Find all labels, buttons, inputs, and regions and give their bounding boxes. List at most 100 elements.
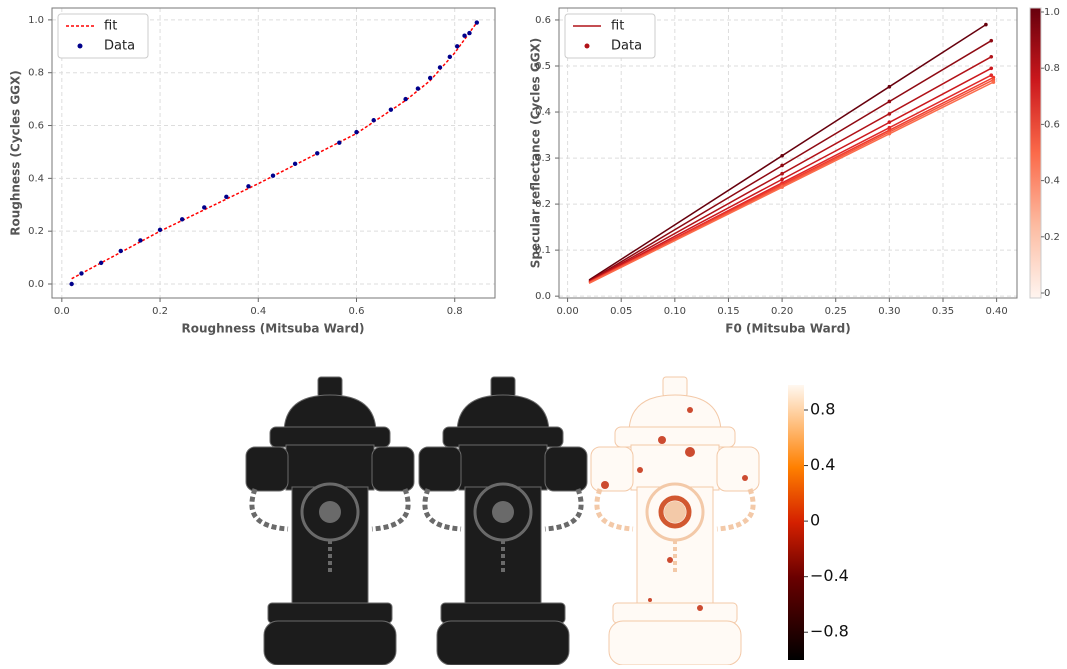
fit-line xyxy=(588,23,987,281)
data-point xyxy=(474,20,480,25)
data-point xyxy=(388,107,394,112)
y-tick-label: 0.0 xyxy=(535,291,551,302)
data-point xyxy=(371,118,376,123)
data-point xyxy=(138,238,143,243)
data-point xyxy=(270,173,276,178)
data-point xyxy=(246,184,251,189)
plot-frame xyxy=(51,7,496,299)
x-axis-label: F0 (Mitsuba Ward) xyxy=(725,322,850,336)
x-tick-label: 0.00 xyxy=(556,306,578,317)
data-point xyxy=(454,44,460,49)
data-point xyxy=(157,227,163,233)
data-point xyxy=(991,80,996,84)
x-tick-label: 0.10 xyxy=(664,306,686,317)
y-tick-label: 0.6 xyxy=(535,15,551,26)
render-fit xyxy=(419,377,587,665)
roughness-chart: Roughness (Mitsuba Ward) Roughness (Cycl… xyxy=(9,7,496,336)
y-axis-label: Roughness (Cycles GGX) xyxy=(9,70,23,236)
difference-colorbar xyxy=(788,385,804,660)
data-point xyxy=(989,38,994,43)
colorbar-tick-label: 0.8 xyxy=(810,400,835,419)
legend-swatch xyxy=(584,43,590,49)
y-tick-label: 0.4 xyxy=(28,173,44,184)
colorbar-tick-label: 0.8 xyxy=(1044,63,1060,74)
render-difference xyxy=(591,377,759,665)
data-point xyxy=(447,54,453,60)
data-point xyxy=(354,129,359,135)
colorbar xyxy=(1029,7,1042,299)
x-tick-label: 0.25 xyxy=(825,306,847,317)
legend-swatch xyxy=(77,43,83,49)
x-tick-label: 0.15 xyxy=(717,306,739,317)
y-tick-label: 0.0 xyxy=(28,279,44,290)
data-point xyxy=(98,260,104,266)
data-point xyxy=(887,131,892,136)
x-tick-label: 0.2 xyxy=(152,306,168,317)
colorbar-tick-label: −0.4 xyxy=(810,566,849,585)
legend-label: Data xyxy=(611,39,642,54)
fit-line xyxy=(71,22,478,280)
data-point xyxy=(887,120,892,124)
specular-chart: F0 (Mitsuba Ward) Specular reflectance (… xyxy=(529,7,1060,336)
colorbar-tick-label: 0.4 xyxy=(1044,176,1060,187)
colorbar-tick-label: 0.4 xyxy=(810,455,835,474)
data-point xyxy=(984,22,988,27)
data-point xyxy=(179,217,185,222)
data-point xyxy=(79,271,84,276)
y-tick-label: 0.8 xyxy=(28,68,44,79)
data-point xyxy=(989,54,994,59)
data-point xyxy=(403,96,408,102)
data-point xyxy=(989,66,994,71)
data-point xyxy=(315,151,320,156)
data-point xyxy=(780,153,784,158)
data-point xyxy=(292,161,298,167)
x-tick-label: 0.05 xyxy=(610,306,632,317)
difference-specks xyxy=(601,407,748,611)
fit-line xyxy=(588,81,994,284)
x-tick-label: 0.8 xyxy=(447,306,463,317)
legend-label: Data xyxy=(104,39,135,54)
render-images xyxy=(246,377,759,665)
data-point xyxy=(887,84,892,89)
render-reference xyxy=(246,377,414,665)
x-tick-label: 0.30 xyxy=(878,306,900,317)
data-point xyxy=(337,140,342,145)
x-axis-label: Roughness (Mitsuba Ward) xyxy=(181,322,364,336)
y-tick-label: 0.1 xyxy=(535,245,551,256)
x-tick-label: 0.0 xyxy=(54,306,70,317)
y-tick-label: 0.2 xyxy=(28,226,44,237)
colorbar-tick-label: −0.8 xyxy=(810,622,849,641)
legend-label: fit xyxy=(104,19,117,34)
data-point xyxy=(415,86,421,91)
data-point xyxy=(202,205,207,210)
y-tick-label: 0.6 xyxy=(28,121,44,132)
fit-line xyxy=(588,67,992,283)
y-tick-label: 1.0 xyxy=(28,15,44,26)
y-tick-label: 0.5 xyxy=(535,61,551,72)
data-point xyxy=(69,281,74,287)
x-tick-label: 0.20 xyxy=(771,306,793,317)
data-point xyxy=(780,177,784,182)
data-point xyxy=(462,33,467,38)
x-tick-label: 0.40 xyxy=(985,306,1007,317)
data-point xyxy=(467,30,472,36)
y-tick-label: 0.2 xyxy=(535,199,551,210)
data-point xyxy=(780,171,784,176)
data-point xyxy=(989,73,994,78)
x-tick-label: 0.4 xyxy=(250,306,266,317)
data-point xyxy=(427,75,433,81)
data-point xyxy=(887,112,892,116)
y-tick-label: 0.3 xyxy=(535,153,551,164)
data-point xyxy=(780,163,784,168)
fit-line xyxy=(588,40,992,282)
data-point xyxy=(437,65,443,70)
data-point xyxy=(887,125,892,130)
colorbar-tick-label: 0 xyxy=(810,511,820,530)
data-point xyxy=(224,194,229,200)
x-tick-label: 0.6 xyxy=(349,306,365,317)
y-axis-label: Specular reflectance (Cycles GGX) xyxy=(529,38,543,269)
legend-label: fit xyxy=(611,19,624,34)
plot-frame xyxy=(558,7,1018,299)
x-tick-label: 0.35 xyxy=(932,306,954,317)
fit-line xyxy=(588,56,992,283)
